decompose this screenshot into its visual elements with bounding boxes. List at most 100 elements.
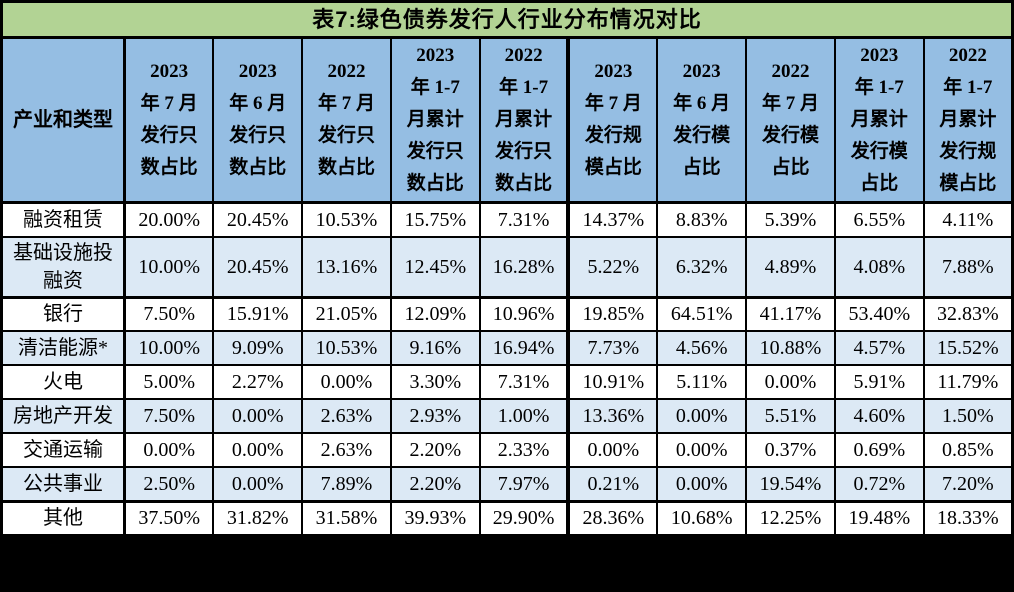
cell-value: 14.37%: [567, 201, 659, 238]
cell-value: 31.58%: [301, 499, 392, 536]
cell-value: 19.85%: [567, 295, 659, 332]
cell-value: 10.53%: [301, 201, 392, 238]
cell-value: 9.16%: [389, 330, 481, 366]
row-label: 融资租赁: [0, 201, 126, 238]
cell-value: 4.89%: [745, 235, 836, 298]
cell-value: 7.50%: [123, 398, 215, 434]
cell-value: 7.88%: [922, 235, 1014, 298]
cell-value: 0.37%: [745, 432, 836, 468]
cell-value: 7.31%: [478, 201, 571, 238]
cell-value: 7.97%: [478, 466, 571, 502]
cell-value: 10.53%: [301, 330, 392, 366]
cell-value: 8.83%: [656, 201, 748, 238]
cell-value: 1.00%: [478, 398, 571, 434]
cell-value: 15.75%: [389, 201, 481, 238]
row-label: 清洁能源*: [0, 330, 126, 366]
cell-value: 31.82%: [212, 499, 304, 536]
cell-value: 0.85%: [922, 432, 1014, 468]
cell-value: 0.00%: [745, 364, 836, 400]
cell-value: 2.20%: [389, 432, 481, 468]
cell-value: 2.63%: [301, 398, 392, 434]
cell-value: 29.90%: [478, 499, 571, 536]
cell-value: 20.45%: [212, 235, 304, 298]
row-label: 火电: [0, 364, 126, 400]
cell-value: 7.20%: [922, 466, 1014, 502]
cell-value: 0.72%: [833, 466, 925, 502]
cell-value: 10.00%: [123, 330, 215, 366]
report-page: 表7:绿色债券发行人行业分布情况对比 产业和类型 2023 年 7 月 发行只 …: [0, 0, 1014, 537]
column-header: 2022 年 1-7 月累计 发行规 模占比: [922, 36, 1014, 204]
cell-value: 0.21%: [567, 466, 659, 502]
column-header: 2022 年 7 月 发行模 占比: [745, 36, 836, 204]
cell-value: 15.91%: [212, 295, 304, 332]
table-row: 其他 37.50% 31.82% 31.58% 39.93% 29.90% 28.36% 10…: [0, 499, 1014, 536]
table-row: 融资租赁 20.00% 20.45% 10.53% 15.75% 7.31% 14.37% 8…: [0, 201, 1014, 238]
cell-value: 5.22%: [567, 235, 659, 298]
table-title-bar: 表7:绿色债券发行人行业分布情况对比: [0, 0, 1014, 36]
row-label: 基础设施投融资: [0, 235, 126, 298]
cell-value: 39.93%: [389, 499, 481, 536]
cell-value: 10.68%: [656, 499, 748, 536]
corner-header: 产业和类型: [0, 36, 126, 204]
row-label: 银行: [0, 295, 126, 332]
cell-value: 10.88%: [745, 330, 836, 366]
cell-value: 4.57%: [833, 330, 925, 366]
cell-value: 12.09%: [389, 295, 481, 332]
cell-value: 20.00%: [123, 201, 215, 238]
cell-value: 37.50%: [123, 499, 215, 536]
cell-value: 4.11%: [922, 201, 1014, 238]
column-header: 2022 年 7 月 发行只 数占比: [301, 36, 392, 204]
cell-value: 13.36%: [567, 398, 659, 434]
cell-value: 0.00%: [212, 466, 304, 502]
table-row: 交通运输 0.00% 0.00% 2.63% 2.20% 2.33% 0.00% 0.00% 0…: [0, 432, 1014, 468]
cell-value: 6.32%: [656, 235, 748, 298]
cell-value: 12.45%: [389, 235, 481, 298]
column-header: 2023 年 6 月 发行模 占比: [656, 36, 748, 204]
cell-value: 2.20%: [389, 466, 481, 502]
table-row: 公共事业 2.50% 0.00% 7.89% 2.20% 7.97% 0.21% 0.00% 1…: [0, 466, 1014, 502]
cell-value: 0.00%: [301, 364, 392, 400]
cell-value: 7.31%: [478, 364, 571, 400]
table-row: 火电 5.00% 2.27% 0.00% 3.30% 7.31% 10.91% 5.11% 0.…: [0, 364, 1014, 400]
cell-value: 2.33%: [478, 432, 571, 468]
cell-value: 0.00%: [656, 466, 748, 502]
cell-value: 0.69%: [833, 432, 925, 468]
cell-value: 0.00%: [656, 432, 748, 468]
table-row: 银行 7.50% 15.91% 21.05% 12.09% 10.96% 19.85% 64.…: [0, 295, 1014, 332]
cell-value: 20.45%: [212, 201, 304, 238]
cell-value: 2.50%: [123, 466, 215, 502]
table-row: 清洁能源* 10.00% 9.09% 10.53% 9.16% 16.94% 7.73% 4.…: [0, 330, 1014, 366]
row-label: 公共事业: [0, 466, 126, 502]
cell-value: 19.48%: [833, 499, 925, 536]
cell-value: 10.91%: [567, 364, 659, 400]
cell-value: 4.08%: [833, 235, 925, 298]
cell-value: 21.05%: [301, 295, 392, 332]
cell-value: 5.11%: [656, 364, 748, 400]
cell-value: 53.40%: [833, 295, 925, 332]
cell-value: 28.36%: [567, 499, 659, 536]
cell-value: 0.00%: [567, 432, 659, 468]
cell-value: 5.51%: [745, 398, 836, 434]
cell-value: 7.73%: [567, 330, 659, 366]
cell-value: 3.30%: [389, 364, 481, 400]
row-label: 房地产开发: [0, 398, 126, 434]
cell-value: 16.28%: [478, 235, 571, 298]
cell-value: 7.89%: [301, 466, 392, 502]
cell-value: 19.54%: [745, 466, 836, 502]
cell-value: 12.25%: [745, 499, 836, 536]
cell-value: 11.79%: [922, 364, 1014, 400]
industry-distribution-table: 产业和类型 2023 年 7 月 发行只 数占比 2023 年 6 月 发行只 数…: [0, 36, 1014, 537]
cell-value: 10.96%: [478, 295, 571, 332]
cell-value: 32.83%: [922, 295, 1014, 332]
cell-value: 0.00%: [212, 432, 304, 468]
column-header: 2023 年 6 月 发行只 数占比: [212, 36, 304, 204]
column-header: 2023 年 7 月 发行规 模占比: [567, 36, 659, 204]
cell-value: 0.00%: [656, 398, 748, 434]
cell-value: 0.00%: [123, 432, 215, 468]
table-row: 房地产开发 7.50% 0.00% 2.63% 2.93% 1.00% 13.36% 0.00…: [0, 398, 1014, 434]
column-header: 2022 年 1-7 月累计 发行只 数占比: [478, 36, 571, 204]
cell-value: 5.91%: [833, 364, 925, 400]
cell-value: 16.94%: [478, 330, 571, 366]
header-row: 产业和类型 2023 年 7 月 发行只 数占比 2023 年 6 月 发行只 数…: [0, 36, 1014, 204]
cell-value: 0.00%: [212, 398, 304, 434]
